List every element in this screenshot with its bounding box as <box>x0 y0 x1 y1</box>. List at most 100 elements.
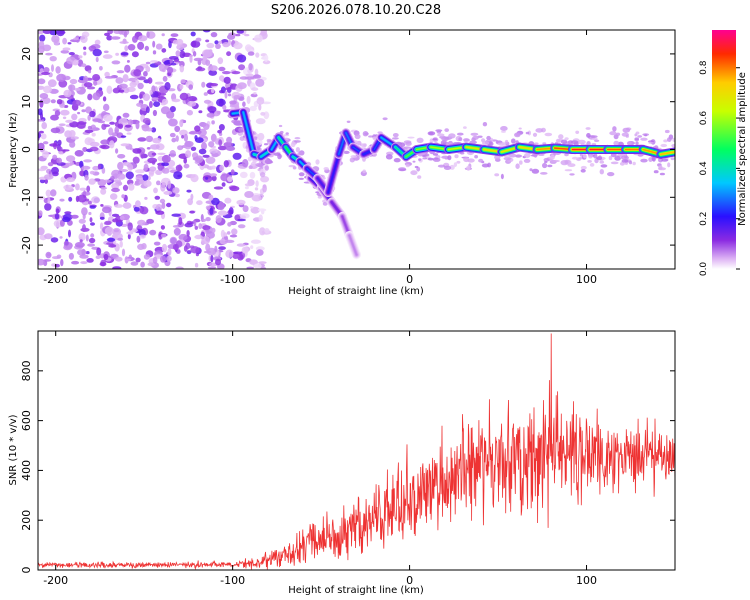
noise-blob <box>38 132 42 139</box>
noise-blob <box>59 198 65 202</box>
noise-blob <box>250 93 258 98</box>
colorbar: 0.0 0.2 0.4 0.6 0.8 Normalized spectral ampl… <box>699 30 748 276</box>
noise-blob <box>195 67 206 72</box>
noise-blob <box>38 40 45 50</box>
noise-blob <box>89 110 96 118</box>
noise-blob <box>264 54 269 62</box>
noise-blob <box>103 50 109 54</box>
noise-blob <box>171 98 181 103</box>
noise-blob <box>132 156 140 164</box>
noise-blob <box>236 243 246 247</box>
noise-blob <box>205 176 209 180</box>
noise-blob <box>224 197 232 204</box>
noise-blob <box>239 76 249 80</box>
noise-blob <box>179 50 186 59</box>
signal-halo <box>362 131 369 137</box>
noise-blob <box>43 67 50 73</box>
noise-blob <box>211 197 220 206</box>
spectrogram-xlabel: Height of straight line (km) <box>288 286 424 297</box>
noise-blob <box>244 186 249 190</box>
signal-halo <box>586 133 591 138</box>
noise-blob <box>229 234 238 238</box>
noise-blob <box>104 226 114 235</box>
noise-blob <box>206 42 215 49</box>
noise-blob <box>250 206 254 209</box>
noise-blob <box>247 156 252 162</box>
noise-blob <box>206 112 215 118</box>
noise-blob <box>193 57 203 62</box>
signal-halo <box>497 142 506 146</box>
signal-halo <box>435 129 443 132</box>
noise-blob <box>155 43 163 50</box>
noise-blob <box>192 51 197 57</box>
signal-halo <box>486 135 491 141</box>
noise-blob <box>112 88 121 94</box>
colorbar-gradient <box>712 30 736 269</box>
noise-blob <box>256 97 265 105</box>
noise-blob <box>198 110 203 114</box>
noise-blob <box>100 204 104 207</box>
spectrogram-xtick-label: 0 <box>406 273 413 286</box>
signal-halo <box>362 169 367 174</box>
noise-blob <box>135 200 141 208</box>
noise-blob <box>218 139 223 147</box>
noise-blob <box>247 51 255 56</box>
noise-blob <box>257 208 267 212</box>
noise-blob <box>137 219 146 226</box>
signal-halo <box>543 161 548 163</box>
signal-halo <box>544 132 553 137</box>
noise-blob <box>52 171 59 177</box>
noise-blob <box>218 66 226 72</box>
signal-halo <box>542 142 547 145</box>
noise-blob <box>190 146 197 151</box>
noise-blob <box>211 227 216 233</box>
noise-blob <box>161 168 170 174</box>
noise-blob <box>91 196 100 204</box>
noise-blob <box>145 135 154 143</box>
noise-blob <box>40 133 47 140</box>
signal-halo <box>424 153 430 157</box>
noise-blob <box>194 125 201 132</box>
noise-blob <box>45 52 53 56</box>
signal-halo <box>569 173 575 176</box>
signal-halo <box>500 126 508 131</box>
noise-blob <box>112 266 122 269</box>
signal-halo <box>589 163 595 167</box>
noise-blob <box>203 49 213 58</box>
noise-blob <box>172 39 179 45</box>
noise-blob <box>244 44 252 52</box>
noise-blob <box>194 225 198 230</box>
noise-blob <box>172 187 180 194</box>
signal-halo <box>298 172 305 177</box>
noise-blob <box>136 235 141 243</box>
noise-blob <box>202 154 210 158</box>
signal-halo <box>619 161 625 166</box>
noise-blob <box>38 119 45 122</box>
noise-blob <box>223 76 231 84</box>
signal-halo <box>637 135 643 138</box>
noise-blob <box>158 63 166 72</box>
noise-blob <box>130 261 139 266</box>
signal-halo <box>591 143 597 146</box>
noise-blob <box>249 171 256 179</box>
signal-halo <box>640 158 648 163</box>
noise-blob <box>88 211 92 216</box>
noise-blob <box>113 30 122 34</box>
noise-blob <box>196 200 203 206</box>
noise-blob <box>187 101 197 107</box>
noise-blob <box>38 30 44 35</box>
signal-halo <box>239 136 245 142</box>
noise-blob <box>137 82 144 90</box>
noise-blob <box>255 249 264 256</box>
noise-blob <box>67 42 72 45</box>
noise-blob <box>56 254 62 259</box>
noise-blob <box>38 130 45 134</box>
noise-blob <box>223 141 234 148</box>
noise-blob <box>63 244 72 251</box>
signal-halo <box>540 172 548 175</box>
noise-blob <box>188 84 193 90</box>
noise-blob <box>68 130 76 138</box>
noise-blob <box>194 155 204 164</box>
noise-blob <box>213 186 224 190</box>
noise-blob <box>72 99 82 107</box>
